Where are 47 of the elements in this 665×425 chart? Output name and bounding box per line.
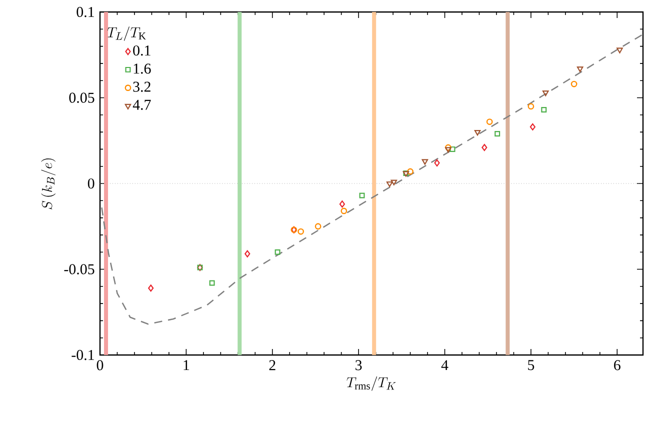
point [570, 80, 578, 88]
legend-title: $T_L/T_\mathrm{K}$ [107, 26, 146, 41]
point [541, 107, 547, 112]
x-tick-label: 3 [356, 360, 362, 370]
legend-label: 4.7 [132, 100, 151, 110]
point [274, 249, 280, 255]
legend-label: 3.2 [133, 82, 150, 92]
point [434, 159, 440, 166]
y-axis-title: $S\,(k_B/e)$ [41, 158, 56, 210]
point [340, 208, 348, 214]
x-tick-label: 5 [528, 360, 534, 370]
point [450, 146, 456, 152]
point [390, 180, 398, 186]
point [576, 66, 584, 72]
point [445, 144, 452, 151]
y-tick-label: 0 [88, 178, 94, 189]
x-tick-label: 2 [269, 360, 276, 370]
x-tick-label: 1 [184, 360, 190, 370]
point [244, 250, 250, 258]
point [445, 147, 452, 153]
point [407, 168, 414, 175]
point [494, 131, 500, 137]
point [314, 223, 322, 230]
point [482, 144, 488, 152]
point [474, 130, 481, 136]
y-tick-label: -0.1 [72, 350, 94, 360]
x-tick-label: 4 [441, 360, 448, 370]
y-tick-label: 0.1 [76, 6, 94, 18]
legend-label: 1.6 [134, 64, 151, 74]
y-tick-label: 0.05 [69, 92, 94, 103]
point [386, 181, 393, 188]
point [298, 228, 304, 235]
point [422, 159, 428, 165]
point [486, 118, 493, 125]
x-axis-title: $T_\mathrm{rms}/T_K$ [346, 376, 396, 391]
point [359, 192, 365, 198]
y-tick-label: -0.05 [64, 264, 94, 274]
point [616, 48, 623, 54]
point [528, 103, 534, 110]
legend-label: 0.1 [133, 45, 150, 56]
point [148, 284, 154, 292]
x-tick-label: 0 [96, 360, 104, 370]
point [530, 123, 536, 130]
x-tick-label: 6 [614, 360, 620, 370]
point [209, 280, 215, 286]
point [339, 200, 345, 208]
point [542, 90, 549, 96]
